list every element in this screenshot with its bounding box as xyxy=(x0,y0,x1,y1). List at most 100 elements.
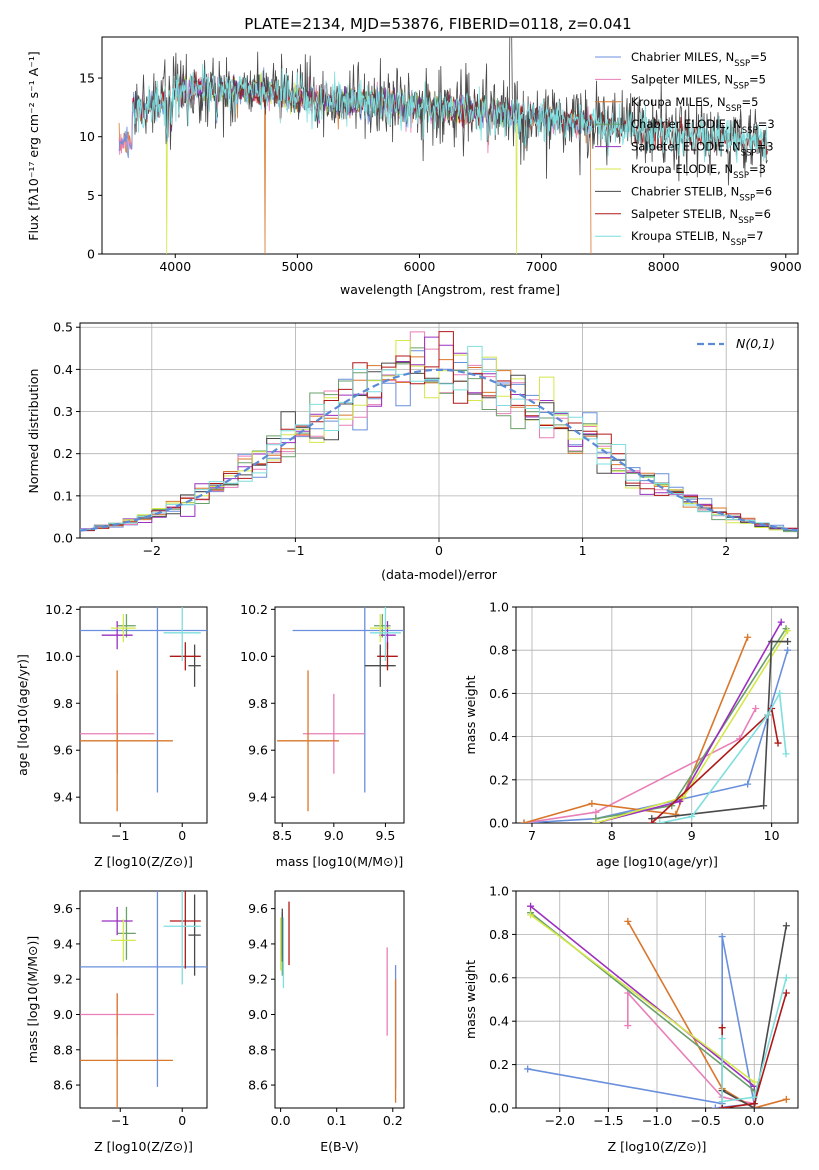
y-tick-label: 15 xyxy=(79,71,95,86)
legend: Chabrier MILES, NSSP=5 Salpeter MILES, NS… xyxy=(595,50,775,248)
x-tick-label: 0.0 xyxy=(744,1113,764,1128)
weight-marker xyxy=(750,1078,758,1086)
y-tick-label: 1.0 xyxy=(489,884,509,899)
mass-weight-vs-metallicity-panel: −2.0 −1.5 −1.0 −0.5 0.0 0.0 0.2 0.4 0.6 0.8 1.0 mas… xyxy=(463,884,799,1154)
weight-marker xyxy=(688,813,696,821)
mass-vs-extinction-panel: 0.0 0.1 0.2 8.6 8.8 9.0 9.2 9.4 9.6 E(B-V) xyxy=(248,890,405,1154)
weight-marker xyxy=(624,1022,632,1030)
spectrum-model-line xyxy=(132,63,768,163)
x-tick-label: 8.5 xyxy=(272,828,292,843)
weight-marker xyxy=(744,780,752,788)
y-tick-label: 10.2 xyxy=(240,602,268,617)
spectrum-panel: 4000 5000 6000 7000 8000 9000 0 5 10 15 Flux [fλ10… xyxy=(26,36,802,297)
spectrum-lines xyxy=(118,37,768,254)
x-tick-label: 0.1 xyxy=(327,1113,347,1128)
weight-marker xyxy=(624,917,632,925)
weight-marker xyxy=(777,618,785,626)
y-tick-label: 10 xyxy=(79,129,95,144)
x-tick-label: 8 xyxy=(608,828,616,843)
y-tick-label: 8.8 xyxy=(248,1042,268,1057)
weight-marker xyxy=(527,902,535,910)
y-tick-label: 9.4 xyxy=(53,936,73,951)
histogram-series xyxy=(80,345,798,531)
y-tick-label: 0.8 xyxy=(489,927,509,942)
y-axis-label: Flux [fλ10⁻¹⁷ erg cm⁻² s⁻¹ A⁻¹] xyxy=(26,51,41,240)
x-tick-label: 4000 xyxy=(159,259,191,274)
weight-marker xyxy=(718,933,726,941)
x-axis-label: age [log10(age/yr)] xyxy=(596,854,718,869)
x-axis-label: Z [log10(Z/Z⊙)] xyxy=(94,854,193,869)
x-axis-label: (data-model)/error xyxy=(381,567,498,582)
x-tick-label: −1 xyxy=(111,1113,129,1128)
x-tick-label: 9 xyxy=(688,828,696,843)
weight-line xyxy=(530,905,755,1087)
weight-marker xyxy=(744,633,752,641)
x-tick-label: −1.5 xyxy=(593,1113,623,1128)
weight-marker xyxy=(782,922,790,930)
legend-label: Salpeter STELIB, NSSP=6 xyxy=(631,207,771,226)
age-vs-mass-panel: 8.5 9.0 9.5 9.4 9.6 9.8 10.0 10.2 mass [log10(M/… xyxy=(240,602,405,869)
weight-marker xyxy=(718,1097,726,1105)
y-tick-label: 0.5 xyxy=(53,320,73,335)
y-tick-label: 9.0 xyxy=(248,1007,268,1022)
axes-frame xyxy=(101,36,799,255)
weight-marker xyxy=(592,808,600,816)
weight-marker xyxy=(768,638,776,646)
weight-marker xyxy=(588,800,596,808)
weight-marker xyxy=(718,1035,726,1043)
y-tick-label: 0.1 xyxy=(53,488,73,503)
weight-marker xyxy=(784,627,792,635)
y-tick-label: 0.0 xyxy=(53,531,73,546)
y-tick-label: 0 xyxy=(87,247,95,262)
x-tick-label: 0.0 xyxy=(271,1113,291,1128)
y-tick-label: 9.2 xyxy=(248,972,268,987)
y-tick-label: 8.6 xyxy=(248,1078,268,1093)
weight-marker xyxy=(718,1024,726,1032)
error-bars xyxy=(80,891,207,1108)
x-tick-label: 9.5 xyxy=(375,828,395,843)
x-tick-label: −2 xyxy=(143,543,161,558)
weight-marker xyxy=(784,638,792,646)
y-tick-label: 0.8 xyxy=(489,643,509,658)
weight-marker xyxy=(764,711,772,719)
y-tick-label: 0.2 xyxy=(489,1057,509,1072)
y-tick-label: 10.0 xyxy=(240,649,268,664)
error-bars xyxy=(80,607,207,812)
y-tick-label: 8.8 xyxy=(53,1042,73,1057)
mass-vs-metallicity-panel: −1 0 8.6 8.8 9.0 9.2 9.4 9.6 mass [log10(M/M⊙)] Z… xyxy=(25,890,208,1154)
weight-marker xyxy=(782,989,790,997)
x-axis-label: mass [log10(M/M⊙)] xyxy=(276,854,404,869)
x-tick-label: 6000 xyxy=(404,259,436,274)
weight-marker xyxy=(782,974,790,982)
legend-label: Chabrier ELODIE, NSSP=3 xyxy=(631,117,775,136)
y-tick-label: 0.2 xyxy=(53,446,73,461)
y-tick-label: 0.6 xyxy=(489,970,509,985)
y-tick-label: 9.0 xyxy=(53,1007,73,1022)
weight-marker xyxy=(784,646,792,654)
weight-lines xyxy=(520,618,792,823)
weight-marker xyxy=(776,689,784,697)
legend-label: Chabrier STELIB, NSSP=6 xyxy=(631,184,772,203)
age-vs-metallicity-panel: −1 0 9.4 9.6 9.8 10.0 10.2 age [log10(age/yr)] Z… xyxy=(15,602,208,869)
y-tick-label: 10.0 xyxy=(45,649,73,664)
y-tick-label: 0.2 xyxy=(489,772,509,787)
weight-line xyxy=(627,921,787,1108)
weight-line xyxy=(523,636,749,823)
x-tick-label: 7000 xyxy=(526,259,558,274)
weight-line xyxy=(721,977,788,1103)
legend-label: Kroupa MILES, NSSP=5 xyxy=(631,95,758,114)
histogram-series xyxy=(80,331,798,531)
weight-line xyxy=(523,708,757,823)
weight-marker xyxy=(592,819,600,823)
legend-label: Salpeter MILES, NSSP=5 xyxy=(631,72,766,91)
y-tick-label: 0.6 xyxy=(489,686,509,701)
x-tick-label: 0.2 xyxy=(383,1113,403,1128)
y-tick-label: 9.4 xyxy=(53,790,73,805)
y-tick-label: 0.4 xyxy=(489,729,509,744)
y-tick-label: 9.6 xyxy=(248,901,268,916)
x-axis-label: Z [log10(Z/Z⊙)] xyxy=(608,1139,707,1154)
weight-marker xyxy=(711,1104,719,1108)
weight-marker xyxy=(750,1093,758,1101)
x-tick-label: −1 xyxy=(111,828,129,843)
